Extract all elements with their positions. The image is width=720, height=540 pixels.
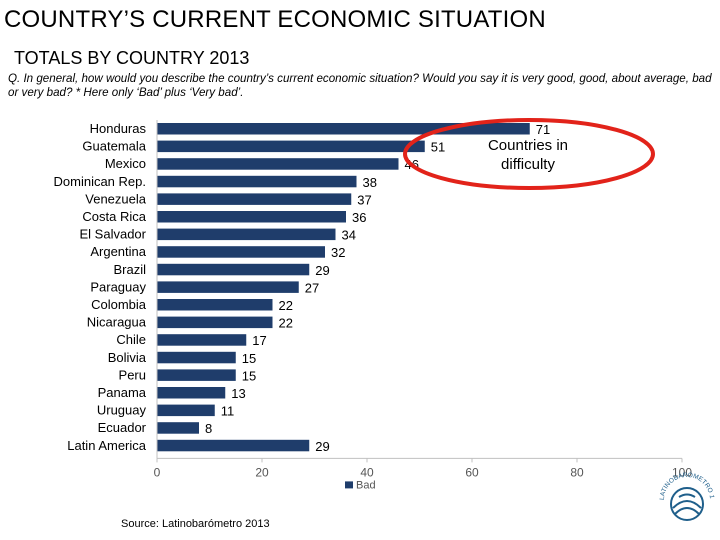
bar-venezuela — [157, 193, 352, 205]
data-label: 51 — [431, 140, 445, 155]
category-label: Panama — [98, 385, 147, 400]
x-tick-label: 40 — [360, 465, 374, 479]
category-label: Uruguay — [97, 403, 147, 418]
source-note: Source: Latinobarómetro 2013 — [121, 518, 270, 530]
data-label: 13 — [231, 386, 245, 401]
bar-ecuador — [157, 422, 199, 434]
data-label: 11 — [221, 404, 235, 419]
bar-chile — [157, 334, 247, 346]
bar-dominican-rep — [157, 175, 357, 188]
x-tick-label: 60 — [465, 465, 479, 479]
x-tick-label: 0 — [154, 465, 161, 479]
data-label: 34 — [342, 228, 356, 243]
data-label: 32 — [331, 245, 345, 260]
bar-latin-america — [157, 439, 310, 452]
category-label: Honduras — [90, 121, 147, 136]
category-label: Guatemala — [82, 139, 146, 154]
bar-bolivia — [157, 351, 236, 364]
legend-label: Bad — [356, 479, 376, 491]
bar-paraguay — [157, 281, 299, 293]
category-label: Paraguay — [90, 279, 146, 294]
data-label: 29 — [315, 439, 329, 454]
data-label: 37 — [357, 192, 371, 207]
callout-ellipse — [403, 118, 655, 190]
x-tick-label: 80 — [570, 465, 584, 479]
category-label: Colombia — [91, 297, 147, 312]
page-title: COUNTRY’S CURRENT ECONOMIC SITUATION — [4, 6, 546, 33]
page-subtitle: TOTALS BY COUNTRY 2013 — [14, 48, 250, 68]
bar-el-salvador — [157, 228, 336, 241]
category-label: Brazil — [113, 262, 146, 277]
category-label: Venezuela — [85, 191, 146, 206]
category-label: El Salvador — [80, 227, 147, 242]
category-label: Argentina — [90, 244, 146, 259]
category-label: Costa Rica — [82, 209, 146, 224]
bar-guatemala — [157, 140, 425, 153]
data-label: 29 — [315, 263, 329, 278]
bar-brazil — [157, 263, 310, 276]
bar-panama — [157, 387, 226, 399]
data-label: 17 — [252, 333, 266, 348]
category-label: Peru — [119, 367, 146, 382]
category-label: Mexico — [105, 156, 146, 171]
bar-honduras — [157, 123, 530, 135]
data-label: 36 — [352, 210, 366, 225]
bar-colombia — [157, 299, 273, 311]
category-label: Dominican Rep. — [54, 174, 147, 189]
latinobarometro-logo-icon: LATINOBARÓMETRO 1995 — [656, 464, 715, 521]
data-label: 8 — [205, 421, 212, 436]
survey-question: Q. In general, how would you describe th… — [8, 72, 712, 99]
x-tick-label: 100 — [672, 465, 692, 479]
bar-costa-rica — [157, 211, 346, 223]
bar-uruguay — [157, 404, 215, 417]
category-label: Latin America — [67, 438, 147, 453]
bar-nicaragua — [157, 316, 273, 329]
x-tick-label: 20 — [255, 465, 269, 479]
legend-swatch — [345, 481, 353, 489]
data-label: 22 — [279, 298, 293, 313]
category-label: Ecuador — [98, 420, 147, 435]
data-label: 38 — [363, 175, 377, 190]
category-label: Chile — [116, 332, 146, 347]
bar-argentina — [157, 246, 325, 258]
data-label: 15 — [242, 351, 256, 366]
bar-peru — [157, 369, 236, 381]
category-label: Nicaragua — [87, 315, 147, 330]
data-label: 15 — [242, 368, 256, 383]
data-label: 27 — [305, 280, 319, 295]
data-label: 22 — [279, 316, 293, 331]
callout-text: Countries in difficulty — [487, 137, 569, 173]
category-label: Bolivia — [108, 350, 147, 365]
bar-mexico — [157, 158, 399, 170]
data-label: 71 — [536, 122, 550, 137]
